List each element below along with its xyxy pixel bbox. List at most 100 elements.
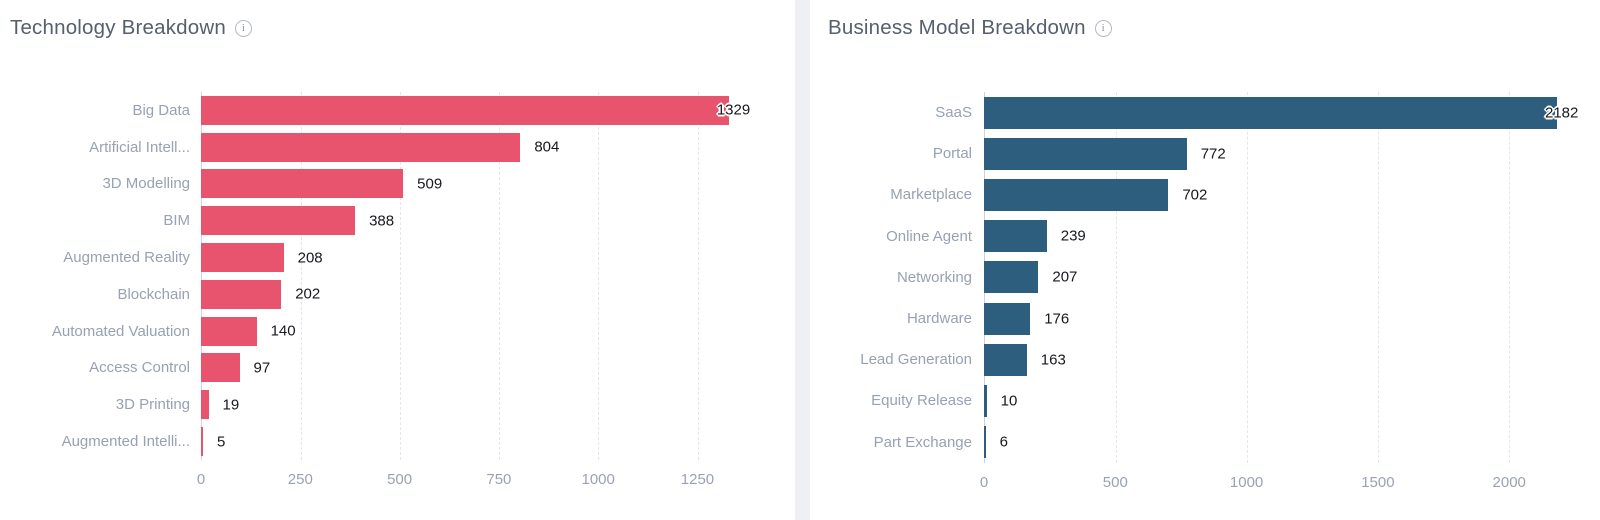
bar-row: SaaS 2182 bbox=[828, 92, 1588, 133]
bar-row: Networking 207 bbox=[828, 257, 1588, 298]
category-label: Portal bbox=[932, 145, 972, 163]
bar-track: 2182 bbox=[984, 92, 1588, 133]
value-label: 207 bbox=[1052, 268, 1078, 286]
bar-track: 202 bbox=[201, 276, 765, 313]
gridline bbox=[301, 92, 303, 460]
value-label: 163 bbox=[1040, 351, 1066, 369]
category-label: Online Agent bbox=[886, 227, 972, 245]
bar[interactable] bbox=[201, 95, 729, 125]
bar-track: 772 bbox=[984, 133, 1588, 174]
x-tick-label: 1000 bbox=[581, 470, 615, 488]
x-tick-label: 250 bbox=[287, 470, 313, 488]
bar-row: Big Data 1329 bbox=[10, 92, 765, 129]
bar[interactable] bbox=[984, 384, 987, 417]
bar[interactable] bbox=[984, 96, 1557, 129]
gridline bbox=[499, 92, 501, 460]
category-label: 3D Modelling bbox=[102, 175, 190, 193]
technology-breakdown-card: Technology Breakdown i Big Data 1329 Artif… bbox=[0, 0, 795, 520]
gridline bbox=[1378, 92, 1380, 463]
category-label: Blockchain bbox=[117, 285, 190, 303]
x-axis: 0 250 500 750 1000 1250 bbox=[197, 460, 765, 494]
value-label: 388 bbox=[369, 212, 395, 230]
bar-track: 176 bbox=[984, 298, 1588, 339]
category-label: Part Exchange bbox=[873, 433, 972, 451]
bar-rows: Big Data 1329 Artificial Intell... 804 3D Mo… bbox=[10, 92, 765, 460]
bar[interactable] bbox=[201, 353, 240, 383]
x-tick-label: 500 bbox=[1102, 473, 1128, 491]
category-label: SaaS bbox=[935, 104, 972, 122]
bar[interactable] bbox=[201, 427, 203, 457]
value-label: 208 bbox=[297, 249, 323, 267]
value-label: 10 bbox=[1000, 392, 1018, 410]
category-label: Automated Valuation bbox=[51, 322, 190, 340]
bar-track: 6 bbox=[984, 422, 1588, 463]
value-label: 804 bbox=[534, 138, 560, 156]
bar-chart: SaaS 2182 Portal 772 Marketplace 702 Online Ag… bbox=[828, 92, 1588, 497]
bar-row: Augmented Reality 208 bbox=[10, 239, 765, 276]
bar-track: 1329 bbox=[201, 92, 765, 129]
gridlines bbox=[201, 92, 765, 460]
bar-row: Marketplace 702 bbox=[828, 174, 1588, 215]
bar-track: 804 bbox=[201, 129, 765, 166]
value-label: 702 bbox=[1182, 186, 1208, 204]
category-label: Lead Generation bbox=[860, 351, 972, 369]
bar-row: Part Exchange 6 bbox=[828, 422, 1588, 463]
bar-track: 10 bbox=[984, 380, 1588, 421]
bar-row: Access Control 97 bbox=[10, 350, 765, 387]
x-tick-label: 1500 bbox=[1361, 473, 1395, 491]
bar[interactable] bbox=[201, 390, 209, 420]
value-label: 6 bbox=[999, 433, 1008, 451]
bar-track: 388 bbox=[201, 202, 765, 239]
bar-rows: SaaS 2182 Portal 772 Marketplace 702 Online Ag… bbox=[828, 92, 1588, 463]
bar[interactable] bbox=[984, 426, 986, 459]
bar-track: 140 bbox=[201, 313, 765, 350]
bar-row: Online Agent 239 bbox=[828, 216, 1588, 257]
x-tick-label: 0 bbox=[196, 470, 206, 488]
bar[interactable] bbox=[201, 316, 257, 346]
bar-row: Artificial Intell... 804 bbox=[10, 129, 765, 166]
category-label: Access Control bbox=[89, 359, 190, 377]
category-label: Networking bbox=[896, 268, 972, 286]
chart-title: Technology Breakdown i bbox=[10, 14, 765, 42]
bar[interactable] bbox=[984, 220, 1047, 253]
gridline bbox=[1509, 92, 1511, 463]
value-label: 509 bbox=[417, 175, 443, 193]
bar[interactable] bbox=[984, 137, 1187, 170]
bar[interactable] bbox=[984, 343, 1027, 376]
value-label: 239 bbox=[1060, 227, 1086, 245]
info-icon[interactable]: i bbox=[1094, 19, 1112, 37]
x-tick-label: 0 bbox=[979, 473, 989, 491]
value-label: 5 bbox=[216, 433, 226, 451]
category-label: Big Data bbox=[132, 101, 190, 119]
x-tick-label: 500 bbox=[387, 470, 413, 488]
bar[interactable] bbox=[984, 302, 1031, 335]
bar-row: Automated Valuation 140 bbox=[10, 313, 765, 350]
value-label: 140 bbox=[270, 322, 296, 340]
bar[interactable] bbox=[201, 243, 284, 273]
bar-track: 208 bbox=[201, 239, 765, 276]
bar-track: 702 bbox=[984, 174, 1588, 215]
gridline bbox=[1247, 92, 1249, 463]
bar-track: 5 bbox=[201, 423, 765, 460]
bar-track: 239 bbox=[984, 216, 1588, 257]
x-tick-label: 1000 bbox=[1229, 473, 1264, 491]
chart-title-text: Business Model Breakdown bbox=[828, 16, 1086, 39]
x-tick-label: 750 bbox=[486, 470, 512, 488]
bar-track: 19 bbox=[201, 386, 765, 423]
bar-row: 3D Modelling 509 bbox=[10, 166, 765, 203]
bar[interactable] bbox=[984, 261, 1039, 294]
bar[interactable] bbox=[201, 169, 404, 199]
bar-row: Lead Generation 163 bbox=[828, 339, 1588, 380]
category-label: Equity Release bbox=[871, 392, 972, 410]
bar-row: Hardware 176 bbox=[828, 298, 1588, 339]
category-label: Augmented Intelli... bbox=[61, 433, 190, 451]
bar[interactable] bbox=[984, 178, 1169, 211]
bar-row: 3D Printing 19 bbox=[10, 386, 765, 423]
bar[interactable] bbox=[201, 206, 356, 236]
info-icon[interactable]: i bbox=[234, 19, 252, 37]
bar[interactable] bbox=[201, 132, 521, 162]
value-label: 202 bbox=[295, 285, 321, 303]
bar[interactable] bbox=[201, 279, 282, 309]
category-label: BIM bbox=[163, 212, 190, 230]
